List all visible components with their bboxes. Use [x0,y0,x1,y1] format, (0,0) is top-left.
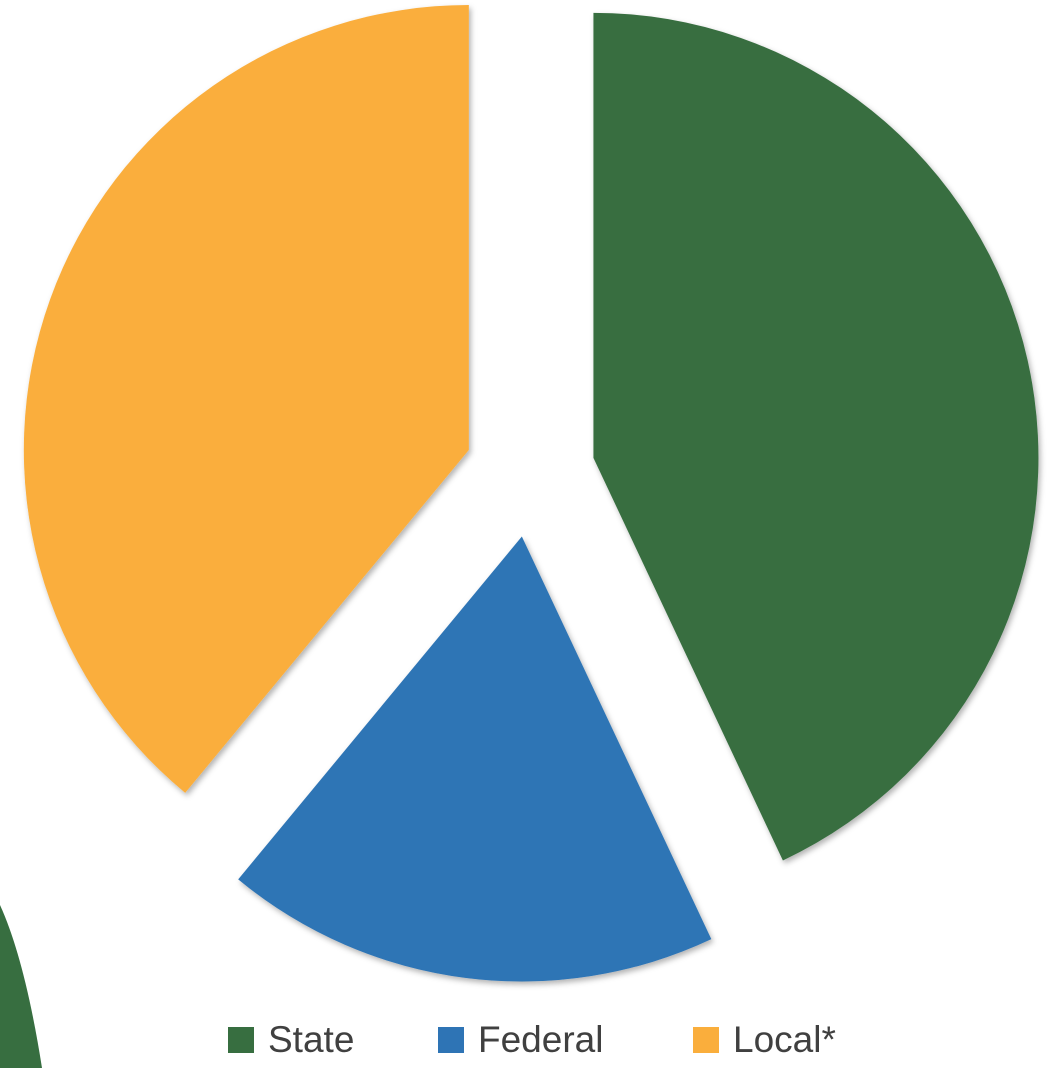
legend-label: State [268,1019,354,1060]
partial-shape [0,905,42,1068]
pie-slice [238,536,712,982]
legend-swatch [693,1027,719,1053]
legend-swatch [228,1027,254,1053]
legend: State Federal Local* [228,1019,836,1060]
legend-label: Local* [733,1019,836,1060]
pie-slice [593,12,1039,861]
legend-swatch [438,1027,464,1053]
legend-label: Federal [478,1019,603,1060]
pie [23,4,1039,982]
pie-slice [23,4,469,793]
